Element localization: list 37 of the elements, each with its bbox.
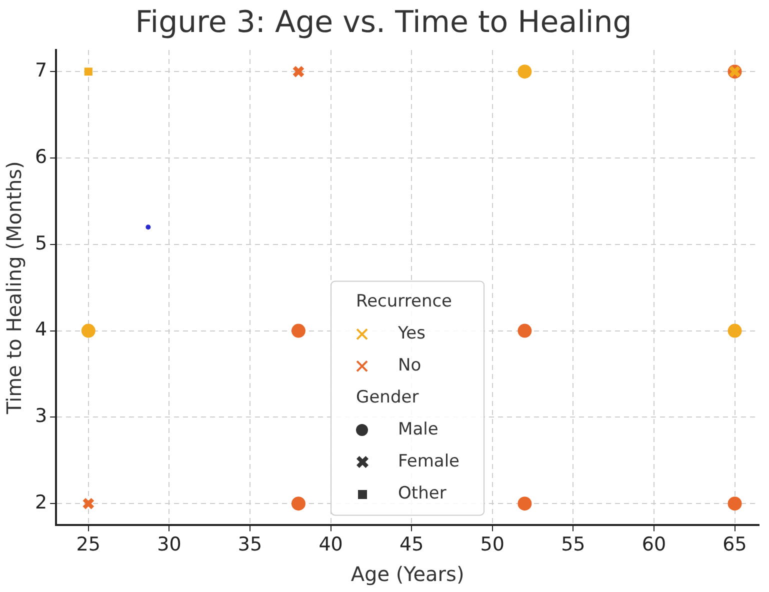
point [292, 65, 305, 78]
x-tick-label: 30 [157, 534, 182, 556]
point [291, 496, 306, 511]
y-tick-label: 7 [34, 60, 48, 82]
y-tick-label: 2 [34, 492, 48, 514]
point [81, 324, 96, 338]
x-tick-label: 35 [238, 534, 262, 556]
y-tick-label: 5 [34, 232, 48, 254]
y-tick-label: 6 [34, 146, 48, 168]
x-tick-label: 50 [480, 534, 504, 556]
legend-label: Yes [397, 324, 426, 344]
annotation: Other [398, 484, 446, 504]
annotation: Female [398, 452, 460, 472]
point [518, 496, 532, 511]
point [728, 496, 742, 511]
x-tick-label: 65 [722, 534, 747, 556]
y-tick-label: 3 [34, 405, 48, 428]
point [82, 497, 95, 510]
x-tick-label: 55 [561, 534, 586, 556]
x-axis-title: Age (Years) [350, 562, 464, 586]
x-tick-label: 45 [399, 534, 424, 556]
x-tick-label: 60 [642, 534, 666, 556]
point [518, 64, 532, 79]
point [146, 224, 151, 230]
point [84, 68, 92, 76]
point [518, 324, 532, 338]
y-tick-label: 4 [34, 318, 48, 341]
chart-title: Figure 3: Age vs. Time to Healing [135, 4, 632, 40]
annotation: Gender [356, 388, 419, 408]
legend-title: Recurrence [356, 292, 452, 312]
x-tick-label: 25 [76, 534, 100, 556]
point [728, 324, 742, 338]
y-axis-title: Time to Healing (Months) [2, 161, 26, 416]
x-tick-label: 40 [318, 534, 343, 556]
annotation: Male [398, 420, 438, 440]
legend-label: No [398, 356, 422, 376]
point [291, 324, 306, 338]
